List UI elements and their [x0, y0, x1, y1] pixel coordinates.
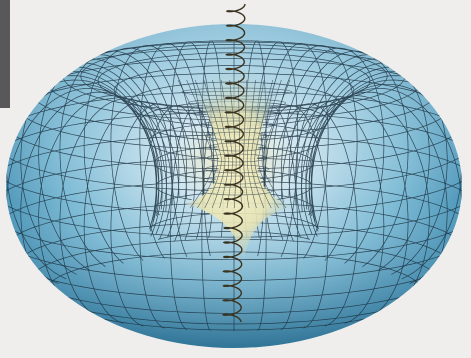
throat-line	[229, 79, 237, 209]
mesh-meridian	[110, 103, 196, 327]
mesh-meridian	[83, 47, 188, 264]
mesh-meridian	[139, 43, 205, 259]
mesh-meridian	[295, 54, 430, 271]
mesh-meridian	[59, 50, 180, 267]
throat-ring	[205, 164, 269, 174]
mesh-meridian	[272, 45, 358, 261]
throat-line	[212, 79, 230, 209]
throat-ring	[203, 175, 271, 185]
throat-ring	[201, 186, 273, 196]
photo-corner-strip	[0, 0, 10, 108]
mesh-meridian	[288, 50, 409, 267]
mesh-meridian	[38, 54, 173, 271]
mesh-meridian	[280, 47, 385, 264]
throat-line	[203, 79, 226, 209]
mesh-meridian	[263, 43, 329, 259]
throat-line	[243, 79, 250, 209]
mesh-meridian	[272, 103, 358, 327]
mesh-meridian	[169, 41, 215, 258]
mesh-meridian	[169, 106, 215, 331]
throat-line	[186, 79, 218, 209]
throat-line	[220, 79, 233, 209]
throat-ring	[194, 109, 280, 119]
throat-ring	[200, 120, 274, 130]
throat-line	[246, 79, 257, 209]
mesh-meridian	[110, 45, 196, 261]
throat-line	[250, 79, 265, 209]
helix-coil	[222, 3, 246, 323]
central-helix	[222, 3, 246, 323]
throat-line	[258, 79, 282, 209]
throat-ring	[181, 87, 293, 97]
throat-line	[177, 79, 215, 209]
